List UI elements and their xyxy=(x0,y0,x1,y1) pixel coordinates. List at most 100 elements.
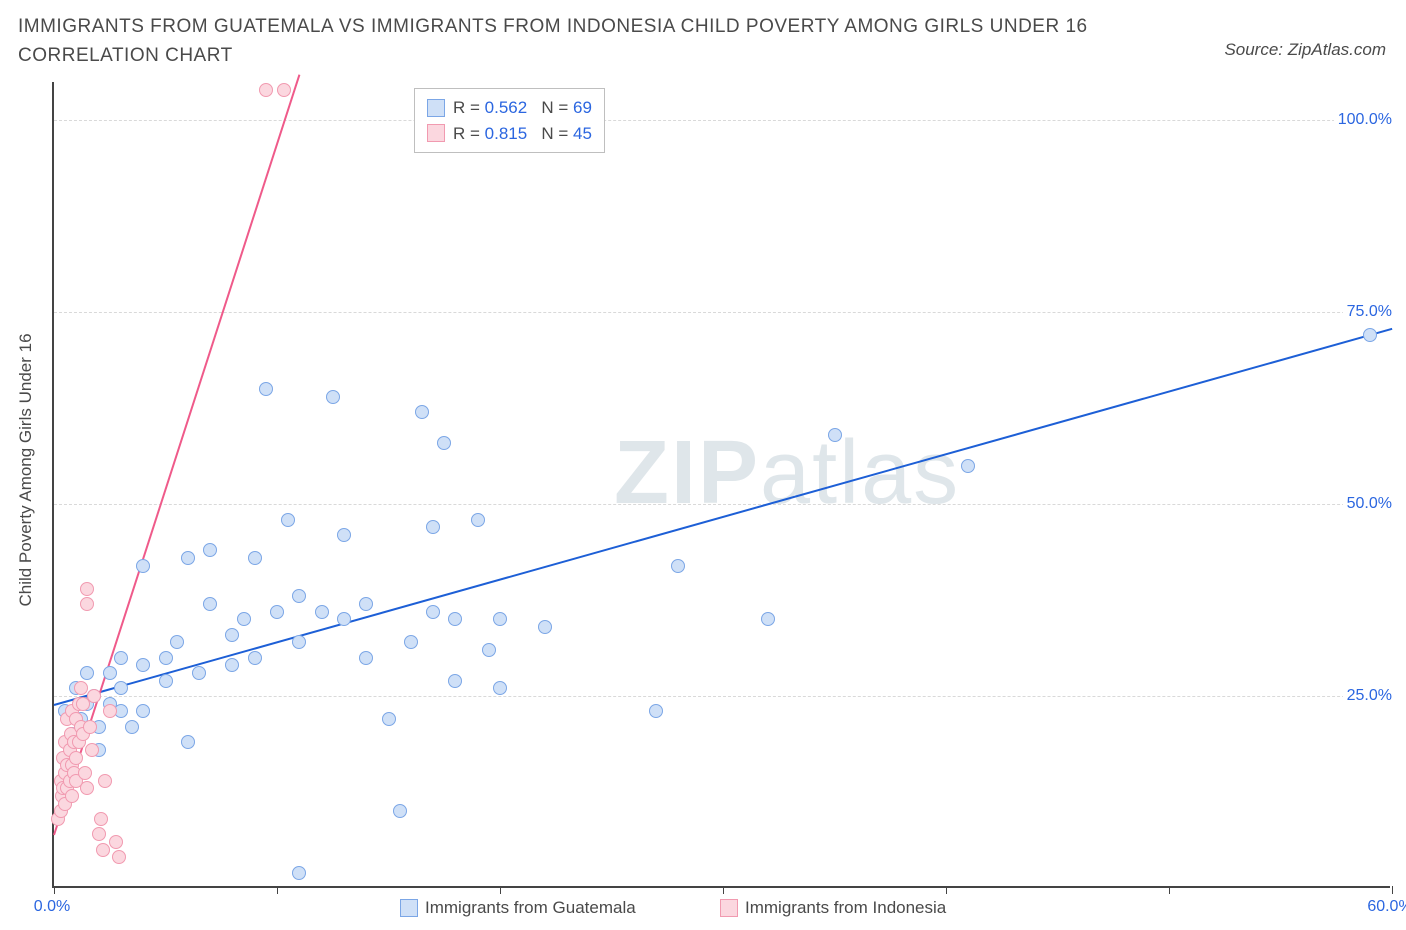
data-point xyxy=(92,827,106,841)
watermark-light: atlas xyxy=(760,423,960,523)
data-point xyxy=(382,712,396,726)
data-point xyxy=(87,689,101,703)
data-point xyxy=(78,766,92,780)
x-tick xyxy=(1392,886,1393,894)
data-point xyxy=(292,589,306,603)
data-point xyxy=(359,597,373,611)
data-point xyxy=(69,751,83,765)
data-point xyxy=(159,674,173,688)
data-point xyxy=(237,612,251,626)
data-point xyxy=(181,735,195,749)
data-point xyxy=(248,651,262,665)
stats-text: R = 0.562 N = 69 xyxy=(453,95,592,121)
data-point xyxy=(98,774,112,788)
data-point xyxy=(259,382,273,396)
data-point xyxy=(83,720,97,734)
data-point xyxy=(671,559,685,573)
data-point xyxy=(359,651,373,665)
data-point xyxy=(103,666,117,680)
stats-text: R = 0.815 N = 45 xyxy=(453,121,592,147)
y-tick-label: 25.0% xyxy=(1343,687,1392,705)
data-point xyxy=(326,390,340,404)
data-point xyxy=(437,436,451,450)
data-point xyxy=(170,635,184,649)
data-point xyxy=(277,83,291,97)
x-tick-label: 0.0% xyxy=(34,898,70,916)
watermark-strong: ZIP xyxy=(614,423,760,523)
data-point xyxy=(114,651,128,665)
legend-item: Immigrants from Indonesia xyxy=(720,898,946,918)
data-point xyxy=(482,643,496,657)
y-tick-label: 100.0% xyxy=(1334,111,1392,129)
data-point xyxy=(448,674,462,688)
data-point xyxy=(225,628,239,642)
data-point xyxy=(225,658,239,672)
x-tick-label: 60.0% xyxy=(1367,898,1406,916)
data-point xyxy=(80,582,94,596)
data-point xyxy=(426,605,440,619)
data-point xyxy=(109,835,123,849)
data-point xyxy=(337,528,351,542)
y-tick-label: 50.0% xyxy=(1343,495,1392,513)
data-point xyxy=(292,866,306,880)
x-tick xyxy=(946,886,947,894)
stats-row: R = 0.562 N = 69 xyxy=(427,95,592,121)
data-point xyxy=(80,597,94,611)
data-point xyxy=(136,658,150,672)
data-point xyxy=(393,804,407,818)
data-point xyxy=(649,704,663,718)
data-point xyxy=(761,612,775,626)
data-point xyxy=(85,743,99,757)
data-point xyxy=(192,666,206,680)
data-point xyxy=(103,704,117,718)
data-point xyxy=(159,651,173,665)
watermark: ZIPatlas xyxy=(614,422,960,525)
trend-line xyxy=(54,328,1393,706)
data-point xyxy=(426,520,440,534)
gridline xyxy=(54,504,1390,505)
data-point xyxy=(493,681,507,695)
data-point xyxy=(448,612,462,626)
data-point xyxy=(415,405,429,419)
gridline xyxy=(54,312,1390,313)
legend-item: Immigrants from Guatemala xyxy=(400,898,636,918)
scatter-plot-area: ZIPatlas 25.0% 50.0% 75.0% 100.0% R = 0.562 … xyxy=(52,82,1390,888)
legend-label: Immigrants from Indonesia xyxy=(745,898,946,918)
data-point xyxy=(1363,328,1377,342)
legend-swatch xyxy=(720,899,738,917)
data-point xyxy=(281,513,295,527)
series-swatch xyxy=(427,99,445,117)
data-point xyxy=(337,612,351,626)
data-point xyxy=(248,551,262,565)
data-point xyxy=(538,620,552,634)
data-point xyxy=(270,605,284,619)
data-point xyxy=(80,666,94,680)
y-tick-label: 75.0% xyxy=(1343,303,1392,321)
data-point xyxy=(828,428,842,442)
series-swatch xyxy=(427,124,445,142)
data-point xyxy=(961,459,975,473)
data-point xyxy=(203,543,217,557)
stats-row: R = 0.815 N = 45 xyxy=(427,121,592,147)
data-point xyxy=(493,612,507,626)
y-axis-title: Child Poverty Among Girls Under 16 xyxy=(16,333,36,606)
x-tick xyxy=(277,886,278,894)
data-point xyxy=(136,704,150,718)
chart-title: IMMIGRANTS FROM GUATEMALA VS IMMIGRANTS … xyxy=(18,12,1118,71)
x-tick xyxy=(54,886,55,894)
x-tick xyxy=(500,886,501,894)
data-point xyxy=(471,513,485,527)
gridline xyxy=(54,120,1390,121)
data-point xyxy=(259,83,273,97)
data-point xyxy=(112,850,126,864)
data-point xyxy=(96,843,110,857)
legend-label: Immigrants from Guatemala xyxy=(425,898,636,918)
source-attribution: Source: ZipAtlas.com xyxy=(1224,40,1386,60)
data-point xyxy=(292,635,306,649)
data-point xyxy=(114,681,128,695)
data-point xyxy=(203,597,217,611)
correlation-stats-box: R = 0.562 N = 69R = 0.815 N = 45 xyxy=(414,88,605,153)
data-point xyxy=(74,681,88,695)
legend-swatch xyxy=(400,899,418,917)
data-point xyxy=(136,559,150,573)
